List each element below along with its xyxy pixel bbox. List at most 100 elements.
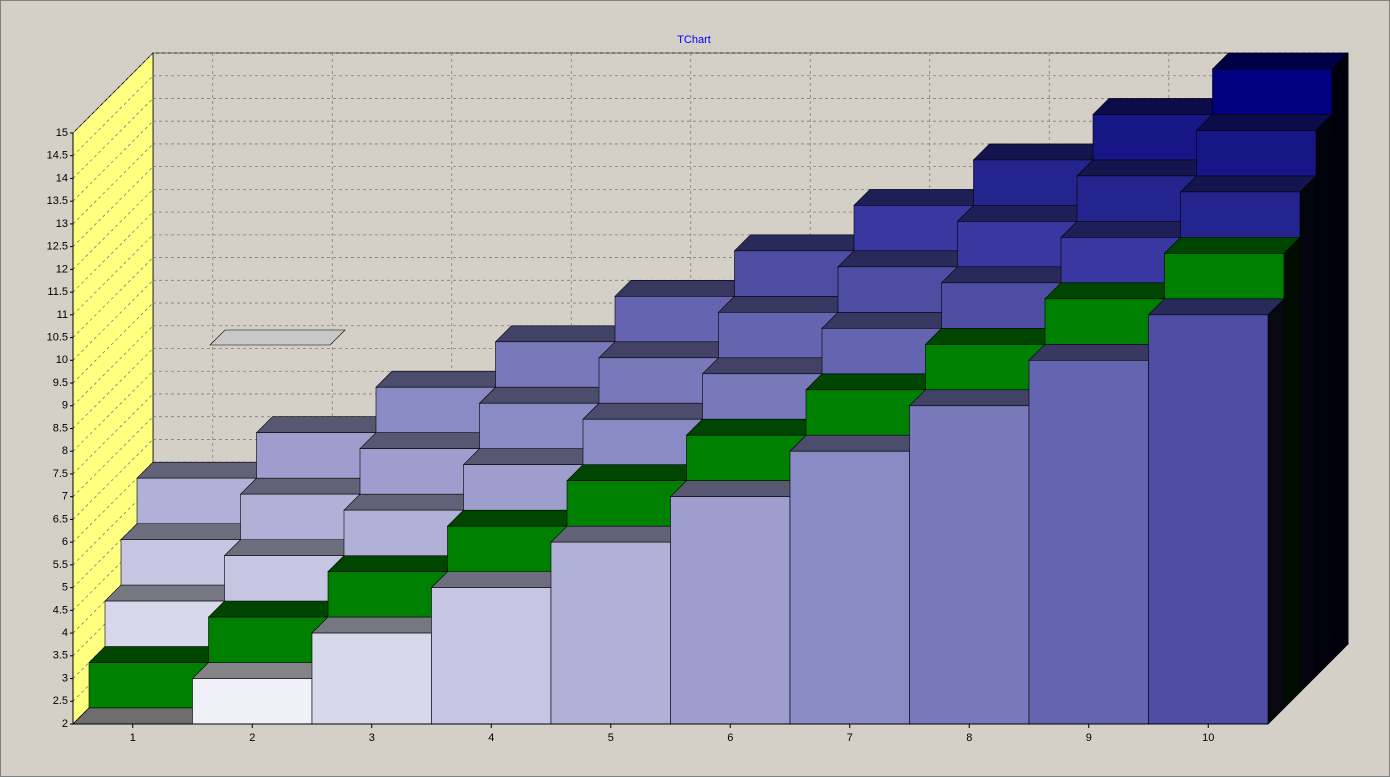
grid-line (72, 120, 154, 202)
bar-top (853, 189, 991, 206)
y-tick-label: 6.5 (53, 513, 68, 525)
x-tick-label: 10 (1202, 732, 1214, 744)
bar-top (717, 296, 855, 313)
y-tick-label: 3 (62, 672, 68, 684)
grid-line (72, 507, 154, 588)
bar-side (1267, 298, 1285, 725)
bar-top (669, 480, 807, 497)
bar-top (462, 448, 600, 465)
bar-top (1163, 237, 1301, 254)
bar-top (255, 416, 393, 433)
bar-top (446, 509, 584, 527)
bar (1147, 298, 1285, 725)
bar-top (805, 373, 943, 391)
bar-top (789, 434, 927, 452)
bar-top (1195, 114, 1333, 131)
bar-top (1060, 221, 1198, 238)
bar-top (375, 370, 513, 388)
x-tick-label: 3 (369, 732, 375, 744)
x-tick-label: 7 (847, 732, 853, 744)
bar-top (1044, 282, 1182, 300)
bar-top (430, 571, 568, 588)
x-tick-label: 1 (130, 732, 136, 744)
bar-top (685, 418, 823, 436)
bar-top (598, 341, 736, 359)
bar-top (701, 357, 839, 375)
y-tick-label: 6 (62, 536, 68, 548)
grid-line (72, 439, 154, 520)
grid-line (72, 234, 154, 316)
y-tick-label: 5 (62, 582, 68, 594)
bar-side (1299, 175, 1317, 693)
bar-front (789, 450, 910, 725)
bar (191, 661, 329, 725)
bar-top (940, 266, 1078, 284)
bar-top (1028, 344, 1166, 361)
bar-top (1179, 175, 1317, 193)
bar-front (431, 587, 552, 725)
y-tick-label: 8 (62, 445, 68, 457)
grid-line (72, 461, 154, 543)
grid-line (72, 348, 154, 429)
bar-top (837, 250, 975, 268)
bar-top (821, 312, 959, 329)
grid-line (72, 143, 154, 225)
y-tick-label: 2.5 (53, 695, 68, 707)
x-tick-label: 5 (608, 732, 614, 744)
bar-top (733, 234, 871, 252)
bar (669, 479, 807, 725)
bar-top (72, 707, 210, 725)
bar-side (1331, 52, 1349, 661)
y-tick-label: 11.5 (47, 286, 68, 298)
bar-front (909, 405, 1030, 725)
y-tick-label: 9.5 (53, 377, 68, 389)
grid-line (72, 530, 154, 611)
x-tick-label: 6 (727, 732, 733, 744)
grid-line (72, 52, 154, 134)
bar-top (191, 662, 329, 679)
bar-top (311, 616, 449, 634)
bar-top (104, 584, 242, 602)
grid-line (72, 166, 154, 247)
bar-top (88, 646, 226, 663)
bar (72, 707, 210, 725)
bar-top (1147, 298, 1285, 316)
bar-front (1028, 360, 1149, 725)
bar-top (924, 328, 1062, 345)
grid-line (72, 75, 154, 157)
grid-line (72, 98, 154, 179)
bar-side (1283, 236, 1301, 709)
bar-top (327, 555, 465, 572)
bar (430, 570, 568, 725)
y-tick-label: 12.5 (47, 241, 68, 253)
grid-line (72, 416, 154, 497)
bar-top (956, 205, 1094, 222)
bar-top (239, 477, 377, 495)
grid-line (72, 370, 154, 452)
legend-box (209, 329, 346, 346)
bar-top (1076, 159, 1214, 177)
y-tick-label: 8.5 (53, 422, 68, 434)
bar (1028, 343, 1166, 725)
x-tick-label: 9 (1086, 732, 1092, 744)
y-tick-label: 2 (62, 718, 68, 730)
y-tick-label: 7.5 (53, 468, 68, 480)
y-tick-label: 11 (57, 309, 68, 321)
y-tick-label: 15 (56, 127, 68, 139)
grid-line (72, 257, 154, 338)
y-tick-label: 13 (56, 218, 68, 230)
grid-line (72, 302, 154, 384)
bar-front (550, 541, 671, 725)
bar-top (136, 461, 274, 479)
bar-top (223, 539, 361, 556)
y-tick-label: 4 (62, 627, 68, 639)
bars (72, 52, 1349, 725)
y-tick-label: 4.5 (53, 604, 68, 616)
y-tick-label: 5.5 (53, 559, 68, 571)
bar-side (1315, 113, 1333, 677)
bar-top (343, 493, 481, 511)
bar (88, 645, 226, 709)
y-tick-label: 9 (62, 400, 68, 412)
bar (789, 434, 927, 725)
